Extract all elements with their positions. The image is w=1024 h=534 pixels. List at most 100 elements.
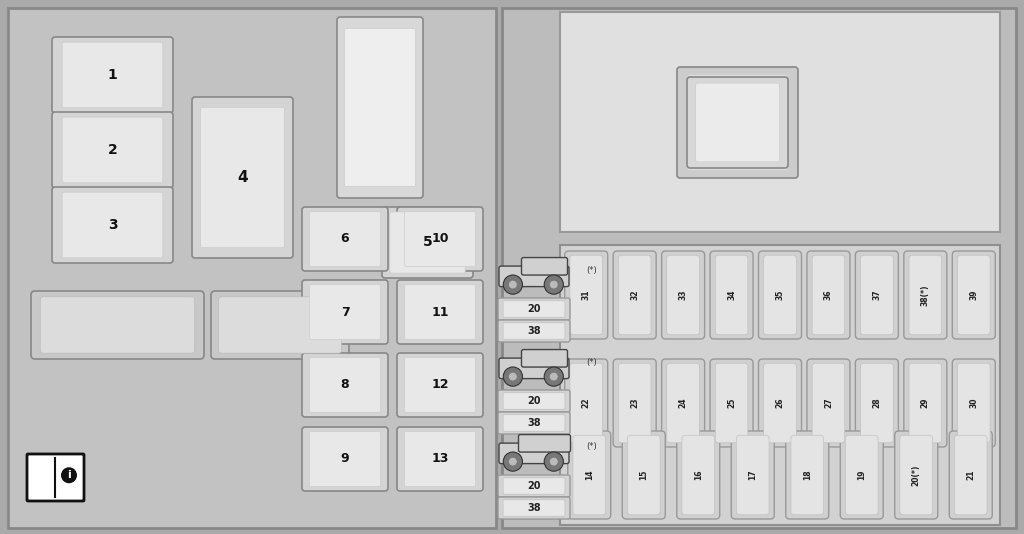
FancyBboxPatch shape xyxy=(521,257,567,275)
Text: 1: 1 xyxy=(108,68,118,82)
FancyBboxPatch shape xyxy=(503,393,565,409)
FancyBboxPatch shape xyxy=(31,291,204,359)
FancyBboxPatch shape xyxy=(302,280,388,344)
Bar xyxy=(502,8,1016,528)
FancyBboxPatch shape xyxy=(404,357,475,413)
FancyBboxPatch shape xyxy=(52,187,173,263)
FancyBboxPatch shape xyxy=(623,431,666,519)
Text: 5: 5 xyxy=(423,235,432,249)
Circle shape xyxy=(503,452,522,471)
FancyBboxPatch shape xyxy=(503,301,565,317)
FancyBboxPatch shape xyxy=(567,431,610,519)
FancyBboxPatch shape xyxy=(193,97,293,258)
FancyBboxPatch shape xyxy=(570,363,602,443)
Text: 4: 4 xyxy=(238,170,248,185)
FancyBboxPatch shape xyxy=(715,255,748,335)
FancyBboxPatch shape xyxy=(40,297,195,353)
FancyBboxPatch shape xyxy=(397,427,483,491)
FancyBboxPatch shape xyxy=(731,431,774,519)
FancyBboxPatch shape xyxy=(682,435,715,515)
FancyBboxPatch shape xyxy=(382,207,473,278)
FancyBboxPatch shape xyxy=(397,207,483,271)
FancyBboxPatch shape xyxy=(957,363,990,443)
Text: 9: 9 xyxy=(341,452,349,466)
FancyBboxPatch shape xyxy=(404,285,475,340)
FancyBboxPatch shape xyxy=(759,251,802,339)
Text: 8: 8 xyxy=(341,379,349,391)
Circle shape xyxy=(550,372,558,381)
FancyBboxPatch shape xyxy=(613,359,656,447)
FancyBboxPatch shape xyxy=(628,435,660,515)
Text: 35: 35 xyxy=(775,290,784,300)
Text: 30: 30 xyxy=(970,398,978,409)
FancyBboxPatch shape xyxy=(570,255,602,335)
FancyBboxPatch shape xyxy=(952,251,995,339)
FancyBboxPatch shape xyxy=(618,363,651,443)
FancyBboxPatch shape xyxy=(404,431,475,486)
FancyBboxPatch shape xyxy=(710,251,753,339)
FancyBboxPatch shape xyxy=(841,431,884,519)
FancyBboxPatch shape xyxy=(521,350,567,367)
FancyBboxPatch shape xyxy=(695,83,779,162)
Text: 25: 25 xyxy=(727,398,736,408)
Text: 38: 38 xyxy=(527,503,541,513)
Text: 33: 33 xyxy=(679,290,687,300)
FancyBboxPatch shape xyxy=(846,435,878,515)
FancyBboxPatch shape xyxy=(807,359,850,447)
FancyBboxPatch shape xyxy=(52,37,173,113)
Text: 34: 34 xyxy=(727,290,736,300)
Text: 24: 24 xyxy=(679,398,687,409)
Text: 18: 18 xyxy=(803,470,812,480)
Text: 3: 3 xyxy=(108,218,118,232)
FancyBboxPatch shape xyxy=(954,435,987,515)
FancyBboxPatch shape xyxy=(27,454,84,501)
Text: 29: 29 xyxy=(921,398,930,409)
FancyBboxPatch shape xyxy=(518,435,570,452)
FancyBboxPatch shape xyxy=(309,357,381,413)
Text: 36: 36 xyxy=(824,290,833,300)
FancyBboxPatch shape xyxy=(909,363,942,443)
FancyBboxPatch shape xyxy=(710,359,753,447)
Text: (*): (*) xyxy=(586,443,597,452)
FancyBboxPatch shape xyxy=(900,435,933,515)
FancyBboxPatch shape xyxy=(503,415,565,431)
Text: 2: 2 xyxy=(108,143,118,157)
Bar xyxy=(8,8,496,528)
Text: 22: 22 xyxy=(582,398,591,409)
FancyBboxPatch shape xyxy=(807,251,850,339)
FancyBboxPatch shape xyxy=(564,251,607,339)
Circle shape xyxy=(61,467,77,483)
FancyBboxPatch shape xyxy=(667,255,699,335)
FancyBboxPatch shape xyxy=(564,359,607,447)
FancyBboxPatch shape xyxy=(201,107,285,248)
Text: 10: 10 xyxy=(431,232,449,246)
FancyBboxPatch shape xyxy=(397,353,483,417)
Text: 26: 26 xyxy=(775,398,784,409)
Circle shape xyxy=(503,367,522,386)
FancyBboxPatch shape xyxy=(337,17,423,198)
FancyBboxPatch shape xyxy=(62,42,163,108)
FancyBboxPatch shape xyxy=(736,435,769,515)
FancyBboxPatch shape xyxy=(677,431,720,519)
FancyBboxPatch shape xyxy=(618,255,651,335)
Circle shape xyxy=(509,280,517,289)
FancyBboxPatch shape xyxy=(218,297,341,353)
FancyBboxPatch shape xyxy=(62,192,163,258)
Text: 38: 38 xyxy=(527,326,541,336)
FancyBboxPatch shape xyxy=(499,266,569,287)
Text: 31: 31 xyxy=(582,290,591,300)
FancyBboxPatch shape xyxy=(573,435,605,515)
Text: 20: 20 xyxy=(527,304,541,314)
FancyBboxPatch shape xyxy=(687,77,788,168)
FancyBboxPatch shape xyxy=(390,212,465,273)
Circle shape xyxy=(509,372,517,381)
Circle shape xyxy=(509,457,517,466)
FancyBboxPatch shape xyxy=(503,323,565,339)
Text: 32: 32 xyxy=(630,290,639,300)
Text: 38(*): 38(*) xyxy=(921,284,930,306)
Text: 17: 17 xyxy=(749,470,758,480)
FancyBboxPatch shape xyxy=(302,353,388,417)
FancyBboxPatch shape xyxy=(687,74,787,171)
Text: 16: 16 xyxy=(693,470,702,480)
Text: 7: 7 xyxy=(341,305,349,318)
